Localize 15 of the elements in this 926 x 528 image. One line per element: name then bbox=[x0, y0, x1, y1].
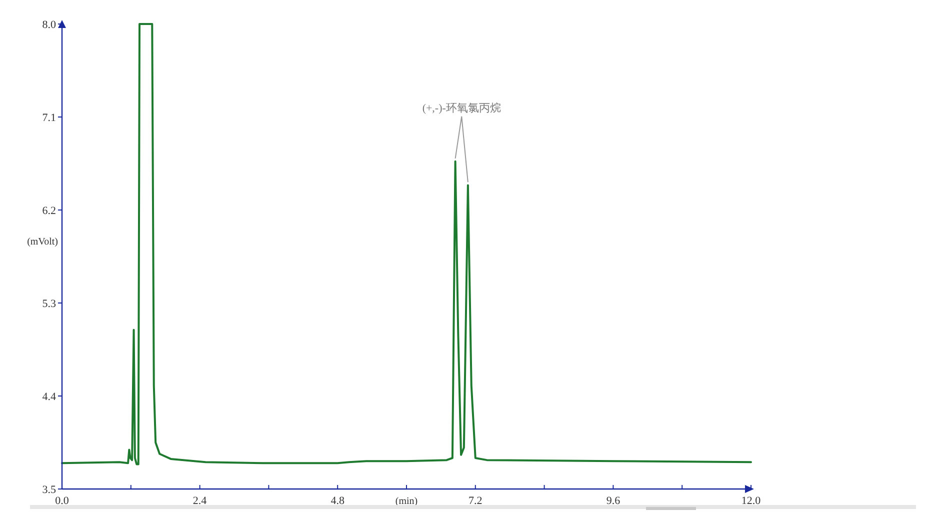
x-tick-label: 7.2 bbox=[468, 495, 482, 507]
x-tick-label: 0.0 bbox=[55, 495, 70, 507]
y-tick-label: 4.4 bbox=[42, 390, 56, 403]
annotation: (+,-)-环氧氯丙烷 bbox=[422, 101, 501, 114]
y-tick-label: 6.2 bbox=[42, 204, 56, 217]
y-tick-label: 3.5 bbox=[42, 484, 56, 496]
x-tick-label: 4.8 bbox=[330, 495, 345, 507]
x-tick-label: 2.4 bbox=[192, 495, 208, 507]
y-tick-label: 8.0 bbox=[42, 18, 56, 31]
y-tick-label: 5.3 bbox=[42, 298, 56, 310]
x-tick-label: 12.0 bbox=[741, 495, 762, 507]
x-axis-title: (min) bbox=[395, 496, 418, 507]
x-tick-label: 9.6 bbox=[606, 495, 621, 507]
y-tick-label: 7.1 bbox=[42, 112, 56, 124]
y-axis-title: (mVolt) bbox=[27, 236, 58, 248]
